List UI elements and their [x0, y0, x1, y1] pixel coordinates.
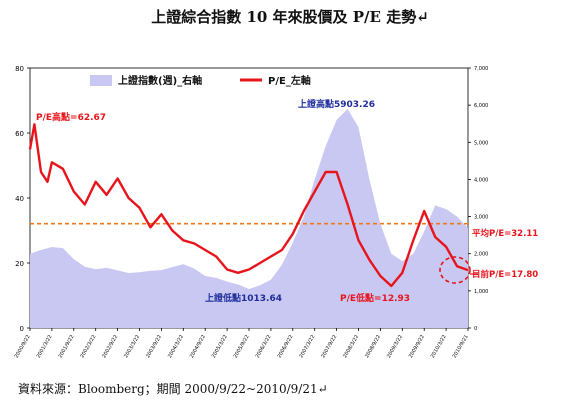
current-pe-highlight-ellipse	[439, 256, 471, 284]
x-tick-label: 2008/9/22	[364, 334, 382, 359]
pe-line-series	[28, 123, 469, 288]
x-tick-label: 2002/9/22	[101, 334, 119, 359]
x-tick-label: 2010/3/22	[430, 334, 448, 359]
x-tick-label: 2006/3/22	[255, 334, 273, 359]
y-right-tick-label: 2,000	[474, 252, 488, 258]
x-tick-label: 2000/9/22	[14, 334, 32, 359]
x-tick-label: 2010/9/21	[452, 334, 470, 359]
annotation-pe-current: 目前P/E=17.80	[472, 269, 538, 280]
x-tick-label: 2009/9/22	[408, 334, 426, 359]
y-right-tick-label: 0	[474, 326, 477, 332]
annotation-pe-average: 平均P/E=32.11	[472, 228, 538, 239]
index-area-series	[30, 108, 468, 329]
x-tick-label: 2005/3/22	[211, 334, 229, 359]
legend-swatch-index	[90, 75, 112, 86]
legend-label-pe: P/E_左軸	[268, 74, 311, 87]
y-left-tick-label: 20	[15, 260, 24, 268]
x-tick-label: 2009/3/22	[386, 334, 404, 359]
annotation-index-high: 上證高點5903.26	[298, 98, 375, 110]
annotation-index-low: 上證低點1013.64	[205, 292, 282, 304]
y-left-tick-label: 0	[20, 325, 24, 333]
chart-title: 上證綜合指數 10 年來股價及 P/E 走勢↵	[151, 8, 429, 26]
y-right-tick-label: 4,000	[474, 177, 488, 183]
y-right-tick-label: 3,000	[474, 215, 488, 221]
y-right-tick-label: 6,000	[474, 103, 488, 109]
x-tick-label: 2008/3/22	[342, 334, 360, 359]
x-tick-label: 2004/9/22	[189, 334, 207, 359]
x-tick-label: 2001/3/22	[36, 334, 54, 359]
annotation-pe-high: P/E高點=62.67	[36, 111, 106, 123]
x-tick-label: 2003/3/22	[123, 334, 141, 359]
legend-label-index: 上證指數(週)_右軸	[118, 74, 202, 87]
x-tick-label: 2002/3/22	[79, 334, 97, 359]
x-tick-label: 2007/9/22	[320, 334, 338, 359]
annotation-pe-low: P/E低點=12.93	[340, 292, 410, 304]
y-left-tick-label: 40	[15, 195, 24, 203]
y-left-tick-label: 80	[15, 65, 24, 73]
y-right-tick-label: 1,000	[474, 289, 488, 295]
x-tick-label: 2003/9/22	[145, 334, 163, 359]
x-tick-label: 2006/9/22	[277, 334, 295, 359]
x-tick-label: 2001/9/22	[58, 334, 76, 359]
source-note: 資料來源：Bloomberg；期間 2000/9/22~2010/9/21↵	[18, 382, 328, 396]
y-right-tick-label: 7,000	[474, 66, 488, 72]
x-tick-label: 2007/3/22	[298, 334, 316, 359]
x-tick-label: 2004/3/22	[167, 334, 185, 359]
x-tick-label: 2005/9/22	[233, 334, 251, 359]
y-left-tick-label: 60	[15, 130, 24, 138]
y-right-tick-label: 5,000	[474, 140, 488, 146]
